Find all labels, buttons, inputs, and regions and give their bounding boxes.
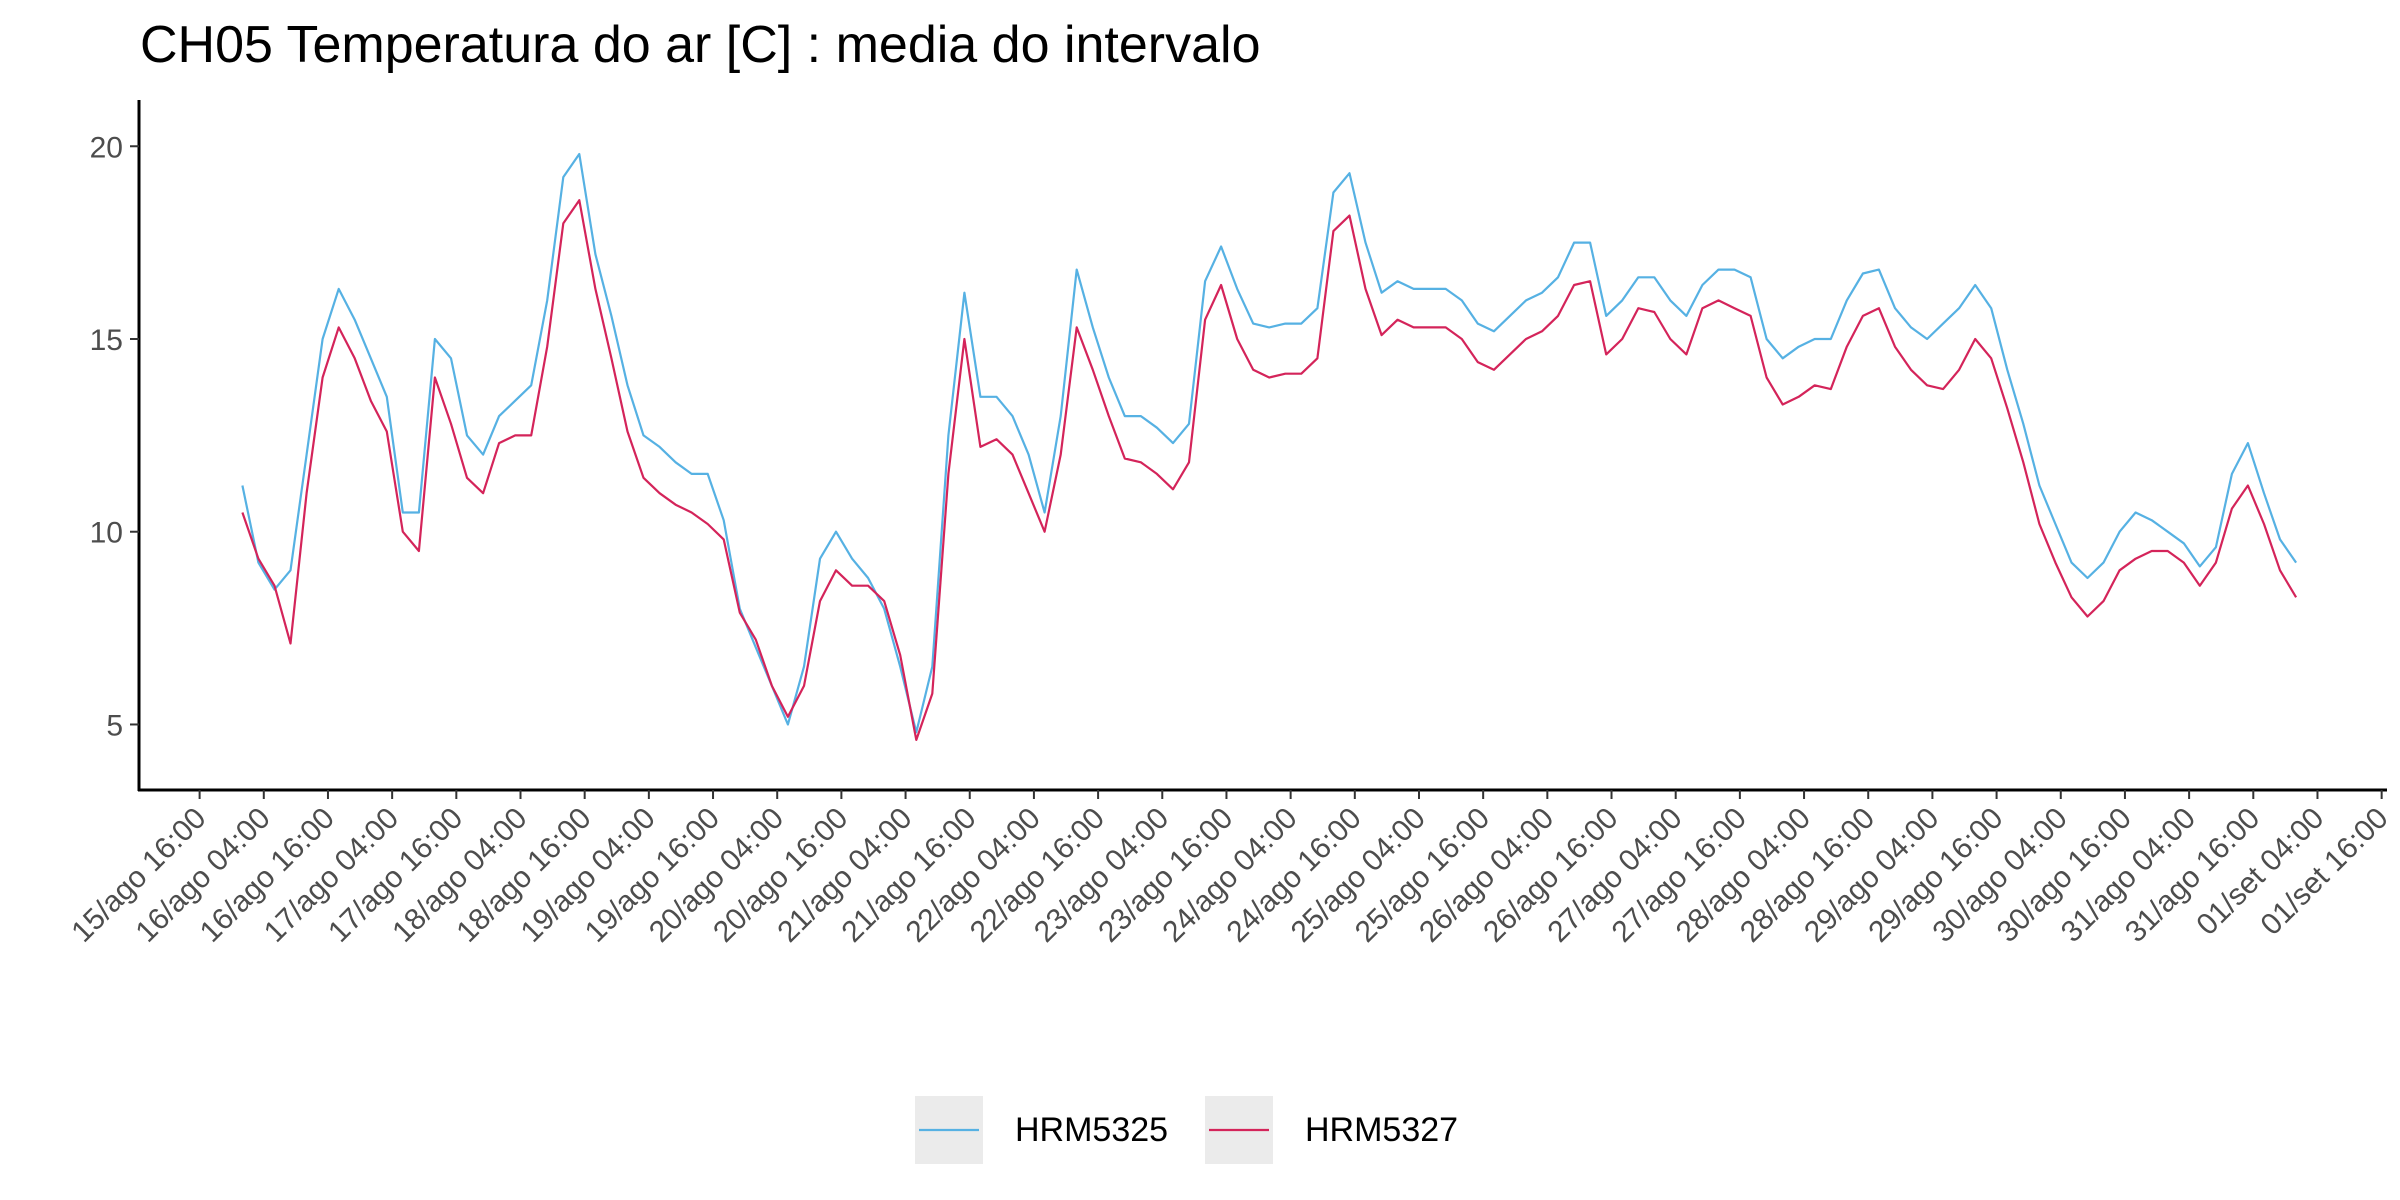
y-tick-label: 15 bbox=[90, 324, 123, 357]
series-line bbox=[241, 199, 2298, 741]
y-tick-label: 10 bbox=[90, 517, 123, 550]
series-line bbox=[241, 152, 2298, 734]
y-tick-label: 20 bbox=[90, 131, 123, 164]
legend-label: HRM5325 bbox=[1015, 1111, 1168, 1149]
legend-label: HRM5327 bbox=[1305, 1111, 1458, 1149]
y-tick-label: 5 bbox=[106, 709, 123, 742]
chart-title: CH05 Temperatura do ar [C] : media do in… bbox=[140, 16, 1261, 74]
